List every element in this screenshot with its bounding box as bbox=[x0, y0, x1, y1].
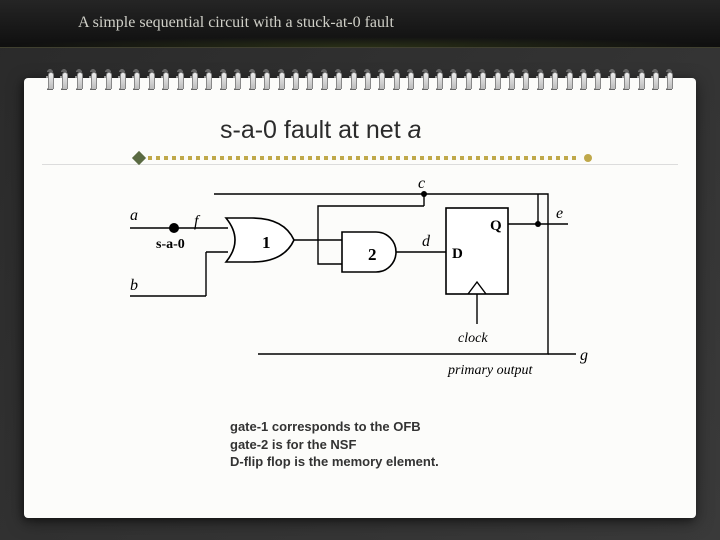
label-gate1: 1 bbox=[262, 233, 271, 252]
label-d: d bbox=[422, 233, 431, 250]
title-underline bbox=[140, 156, 588, 160]
dotted-line bbox=[148, 156, 580, 160]
caption-block: gate-1 corresponds to the OFB gate-2 is … bbox=[230, 418, 439, 471]
slide-title-text: s-a-0 fault at net bbox=[220, 116, 408, 144]
header-band: A simple sequential circuit with a stuck… bbox=[0, 0, 720, 48]
label-e: e bbox=[556, 205, 563, 222]
caption-line2: gate-2 is for the NSF bbox=[230, 436, 439, 454]
slide-title-italic: a bbox=[408, 116, 422, 144]
caption-line1: gate-1 corresponds to the OFB bbox=[230, 418, 439, 436]
notepad-page: s-a-0 fault at net a a s-a-0 b f 1 bbox=[24, 78, 696, 518]
label-g: g bbox=[580, 347, 588, 364]
diamond-icon bbox=[132, 151, 146, 165]
label-gate2: 2 bbox=[368, 245, 377, 264]
label-c: c bbox=[418, 175, 425, 192]
label-a: a bbox=[130, 207, 138, 224]
circuit-diagram: a s-a-0 b f 1 c 2 d bbox=[128, 174, 600, 390]
label-clock: clock bbox=[458, 331, 488, 346]
end-dot-icon bbox=[584, 154, 592, 162]
spiral-binding bbox=[40, 68, 680, 90]
page-title: A simple sequential circuit with a stuck… bbox=[0, 0, 720, 32]
label-Q: Q bbox=[490, 218, 502, 234]
label-primary-output: primary output bbox=[447, 363, 534, 378]
label-sa0: s-a-0 bbox=[156, 237, 185, 252]
label-b: b bbox=[130, 277, 138, 294]
caption-line3: D-flip flop is the memory element. bbox=[230, 453, 439, 471]
label-D: D bbox=[452, 246, 463, 262]
